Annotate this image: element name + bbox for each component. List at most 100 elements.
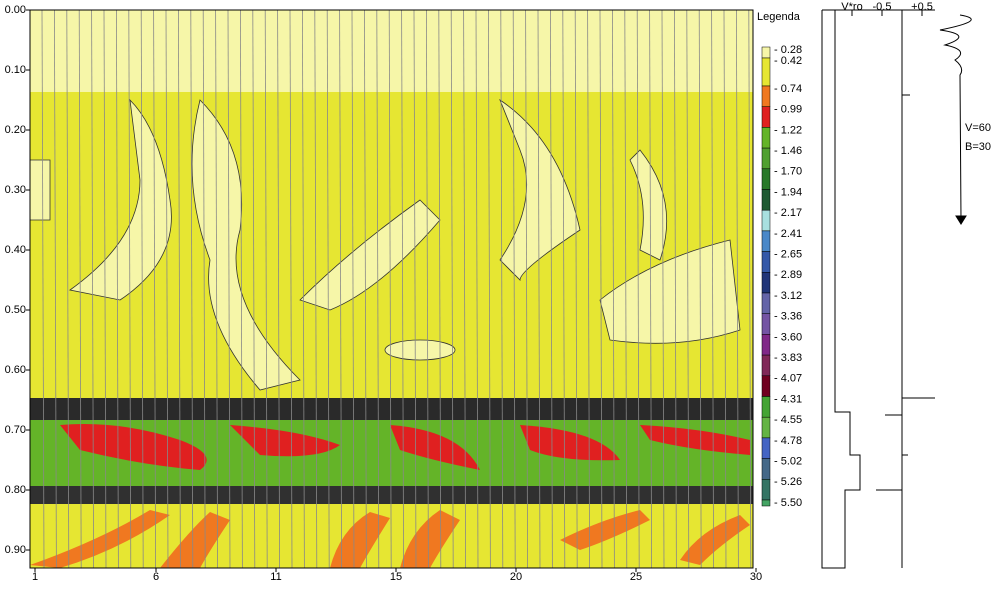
legend-label: - 2.17 — [774, 207, 802, 219]
trace — [177, 9, 181, 569]
trace — [153, 9, 157, 569]
legend-label: - 2.65 — [774, 249, 802, 261]
legend-swatch — [761, 272, 771, 294]
y-tick-label: 0.20 — [5, 124, 26, 136]
trace — [54, 9, 57, 569]
legend-swatch — [761, 458, 771, 480]
trace — [550, 9, 553, 569]
legend-swatch — [761, 416, 771, 439]
trace — [289, 9, 293, 569]
trace — [339, 9, 343, 569]
legend: - 0.28- 0.42 - 0.74 - 0.99 - 1.22 - 1.46 - 1.… — [761, 44, 802, 509]
legend-swatch — [761, 46, 771, 59]
trace — [736, 9, 739, 569]
legend-title: Legenda — [757, 11, 801, 23]
trace — [314, 9, 318, 569]
trace — [748, 9, 752, 569]
trace — [438, 9, 442, 569]
legend-label: - 1.22 — [774, 124, 802, 136]
trace — [401, 9, 405, 569]
legend-swatch — [761, 334, 771, 356]
y-tick-label: 0.00 — [5, 4, 26, 16]
legend-label: - 4.55 — [774, 414, 802, 426]
trace — [202, 9, 206, 569]
trace — [537, 9, 541, 569]
legend-label: - 3.83 — [774, 352, 802, 364]
legend-swatch — [761, 127, 771, 149]
legend-swatch — [761, 251, 771, 273]
legend-label: - 1.70 — [774, 166, 802, 178]
trace — [116, 9, 119, 569]
trace — [649, 9, 652, 569]
legend-swatch — [761, 106, 771, 128]
b-label: B=30 — [965, 141, 991, 153]
trace — [636, 9, 640, 569]
trace — [227, 9, 231, 569]
legend-swatch — [761, 189, 771, 211]
x-tick-label: 1 — [32, 571, 38, 583]
legend-label: - 2.89 — [774, 269, 802, 281]
trace — [525, 9, 528, 569]
x-tick-label: 6 — [153, 571, 159, 583]
legend-swatch — [761, 230, 771, 252]
trace — [512, 9, 516, 569]
trace — [425, 9, 429, 569]
dark-band-2 — [30, 486, 753, 504]
legend-label: - 3.36 — [774, 311, 802, 323]
x-tick-label: 15 — [390, 571, 402, 583]
velocity-label: V=60 — [965, 122, 991, 134]
legend-label: - 5.02 — [774, 456, 802, 468]
radargram — [29, 9, 754, 569]
trace — [587, 9, 590, 569]
legend-label: - 4.07 — [774, 373, 802, 385]
orange-blobs — [30, 510, 750, 568]
y-tick-label: 0.40 — [5, 244, 26, 256]
trace — [252, 9, 256, 569]
dark-band — [30, 398, 753, 420]
trace — [686, 9, 690, 569]
trace — [103, 9, 107, 569]
legend-label: - 0.99 — [774, 104, 802, 116]
legend-label: - 2.41 — [774, 228, 802, 240]
legend-label: - 0.74 — [774, 83, 802, 95]
trace — [624, 9, 628, 569]
profile-label: -0.5 — [873, 1, 892, 13]
legend-swatch — [761, 57, 771, 87]
x-tick-label: 20 — [510, 571, 522, 583]
trace — [41, 9, 45, 569]
trace — [264, 9, 268, 569]
trace — [562, 9, 566, 569]
legend-swatch — [761, 499, 771, 507]
legend-label: - 4.78 — [774, 435, 802, 447]
y-tick-label: 0.80 — [5, 484, 26, 496]
legend-swatch — [761, 354, 771, 377]
trace — [91, 9, 94, 569]
legend-swatch — [761, 437, 771, 459]
profile-panel — [821, 9, 972, 569]
trace — [326, 9, 330, 569]
y-tick-label: 0.50 — [5, 304, 26, 316]
trace — [277, 9, 281, 569]
trace — [612, 9, 615, 569]
y-tick-label: 0.90 — [5, 544, 26, 556]
legend-label: - 4.31 — [774, 393, 802, 405]
traces — [41, 9, 752, 569]
y-tick-label: 0.30 — [5, 184, 26, 196]
trace — [215, 9, 219, 569]
profile-label: V*ro — [841, 1, 862, 13]
legend-swatch — [761, 313, 771, 335]
trace — [128, 9, 132, 569]
x-tick-label: 30 — [750, 571, 762, 583]
trace — [723, 9, 727, 569]
trace — [363, 9, 367, 569]
profile-label: +0.5 — [911, 1, 933, 13]
trace — [463, 9, 467, 569]
legend-swatch — [761, 479, 771, 501]
plot-frame — [29, 9, 754, 569]
legend-swatch — [761, 396, 771, 418]
trace — [78, 9, 82, 569]
trace — [388, 9, 392, 569]
trace — [574, 9, 578, 569]
trace — [698, 9, 702, 569]
legend-label: - 0.42 — [774, 55, 802, 67]
